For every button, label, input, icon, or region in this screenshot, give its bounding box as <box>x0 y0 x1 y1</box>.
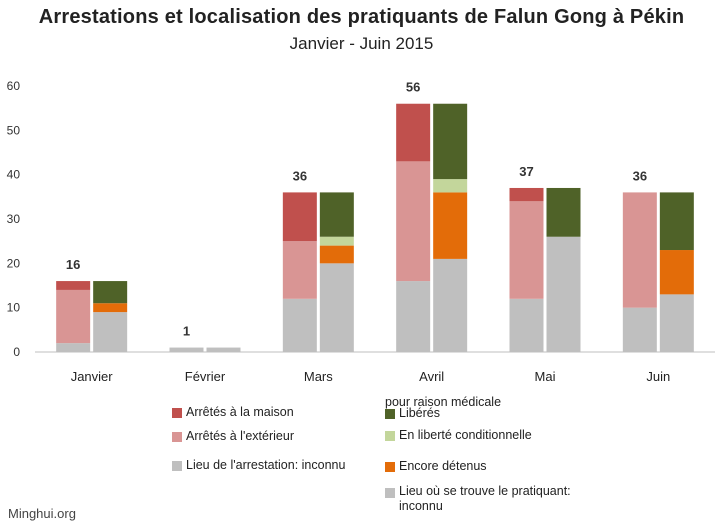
bar-segment <box>319 245 354 264</box>
legend-label-arrest-unknown: Lieu de l'arrestation: inconnu <box>186 458 346 472</box>
bar-total-label: 37 <box>519 164 533 179</box>
bar-segment <box>433 258 468 352</box>
x-tick-label: Avril <box>419 369 444 384</box>
legend-label-released: Libérés <box>399 406 440 420</box>
y-tick-label: 0 <box>13 345 20 359</box>
bar-segment <box>433 179 468 193</box>
y-tick-label: 50 <box>7 123 21 137</box>
legend-label-arrest-home: Arrêtés à la maison <box>186 405 294 419</box>
bar-segment <box>56 343 91 352</box>
bar-segment <box>396 103 431 162</box>
bar-segment <box>546 236 581 352</box>
bar-total-label: 1 <box>183 324 190 339</box>
bar-segment <box>433 192 468 259</box>
bar-segment <box>433 103 468 180</box>
bar-total-label: 56 <box>406 80 420 95</box>
bar-total-label: 36 <box>633 168 647 183</box>
bar-segment <box>282 298 317 352</box>
bar-segment <box>319 263 354 352</box>
legend-label-medical-release: pour raison médicale <box>385 395 502 409</box>
bar-segment <box>546 187 581 237</box>
legend-swatch-arrest-outside <box>172 432 182 442</box>
bar-segment <box>396 281 431 352</box>
legend-label-parole: En liberté conditionnelle <box>399 428 532 442</box>
bar-segment <box>622 307 657 352</box>
bar-segment <box>282 241 317 299</box>
x-tick-label: Janvier <box>71 369 114 384</box>
bar-segment <box>509 201 544 299</box>
legend-label-whereabouts-unknown: Lieu où se trouve le pratiquant: inconnu <box>399 484 571 513</box>
y-tick-label: 30 <box>7 212 21 226</box>
y-tick-label: 20 <box>7 256 21 270</box>
y-tick-label: 10 <box>7 301 21 315</box>
legend-label-arrest-outside: Arrêtés à l'extérieur <box>186 429 294 443</box>
bar-segment <box>319 192 354 237</box>
chart-title: Arrestations et localisation des pratiqu… <box>38 6 685 28</box>
bar-segment <box>169 347 204 352</box>
y-tick-label: 40 <box>7 168 21 182</box>
x-tick-label: Février <box>185 369 226 384</box>
bar-segment <box>93 281 128 304</box>
bar-segment <box>206 347 241 352</box>
bar-segment <box>509 187 544 202</box>
bar-total-label: 36 <box>293 168 307 183</box>
legend-swatch-arrest-unknown <box>172 461 182 471</box>
legend-swatch-released <box>385 409 395 419</box>
legend-label-detained: Encore détenus <box>399 459 487 473</box>
x-tick-label: Juin <box>646 369 670 384</box>
bar-segment <box>319 236 354 246</box>
bar-segment <box>659 294 694 352</box>
bar-total-label: 16 <box>66 257 80 272</box>
legend-swatch-detained <box>385 462 395 472</box>
bar-chart: 0 10 20 30 40 50 60 16 Janvier 1 Février 36 Mars 56 Av… <box>7 79 715 384</box>
bar-segment <box>93 303 128 313</box>
legend-swatch-whereabouts-unknown <box>385 488 395 498</box>
bar-segment <box>659 250 694 295</box>
source-credit: Minghui.org <box>8 506 76 521</box>
bar-segment <box>56 281 91 290</box>
x-tick-label: Mai <box>535 369 556 384</box>
bar-segment <box>93 312 128 352</box>
bar-segment <box>509 298 544 352</box>
bar-segment <box>396 161 431 282</box>
bar-segment <box>659 192 694 251</box>
legend-swatch-arrest-home <box>172 408 182 418</box>
legend-swatch-parole <box>385 431 395 441</box>
bar-segment <box>56 289 91 344</box>
bar-segment <box>622 192 657 308</box>
x-tick-label: Mars <box>304 369 333 384</box>
chart-subtitle: Janvier - Juin 2015 <box>289 34 434 53</box>
bar-segment <box>282 192 317 242</box>
y-tick-label: 60 <box>7 79 21 93</box>
